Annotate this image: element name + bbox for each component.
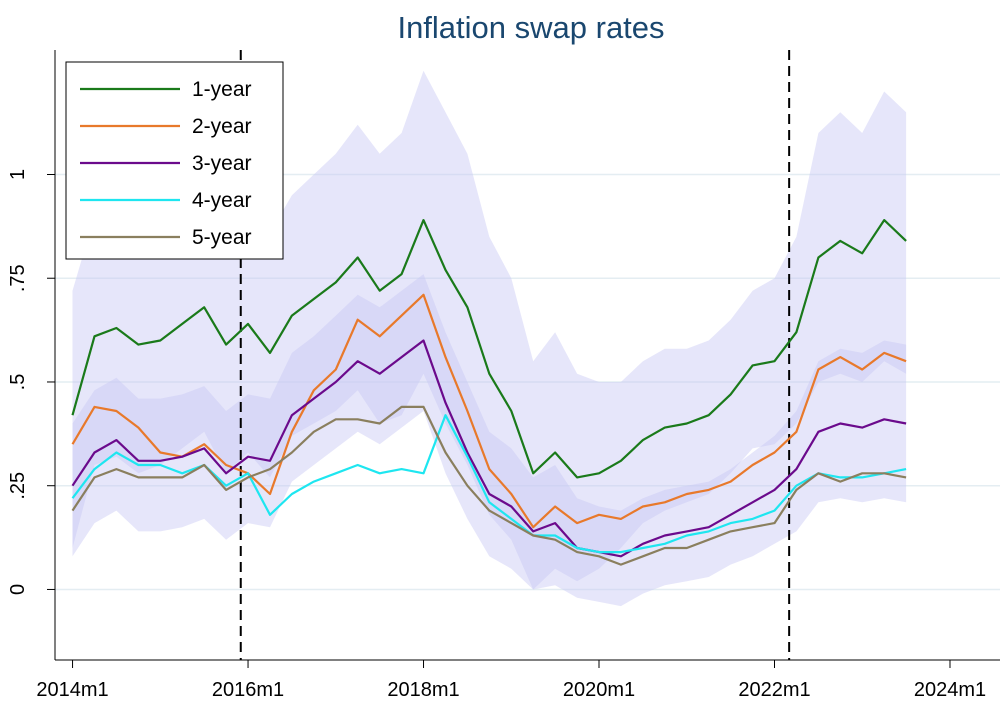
legend-label: 4-year bbox=[192, 189, 252, 212]
legend-label: 3-year bbox=[192, 152, 252, 175]
series-line bbox=[71, 219, 907, 479]
x-tick-label: 2022m1 bbox=[738, 679, 810, 701]
y-tick-label: .5 bbox=[7, 374, 29, 391]
confidence-band bbox=[72, 274, 907, 607]
series-line bbox=[71, 405, 907, 566]
chart-title: Inflation swap rates bbox=[397, 10, 664, 45]
series-line bbox=[71, 293, 907, 529]
legend-label: 5-year bbox=[192, 226, 252, 249]
x-tick-label: 2020m1 bbox=[563, 679, 635, 701]
legend-box bbox=[65, 61, 284, 260]
legend-label: 2-year bbox=[192, 115, 252, 138]
y-tick-label: 0 bbox=[7, 584, 29, 595]
x-tick-label: 2018m1 bbox=[387, 679, 459, 701]
y-tick-label: 1 bbox=[7, 169, 29, 180]
confidence-band bbox=[72, 70, 907, 590]
y-tick-label: .25 bbox=[7, 472, 29, 500]
x-tick-label: 2016m1 bbox=[212, 679, 284, 701]
y-tick-label: .75 bbox=[7, 264, 29, 292]
x-tick-label: 2024m1 bbox=[914, 679, 986, 701]
legend-label: 1-year bbox=[192, 78, 252, 101]
series-line bbox=[71, 339, 907, 558]
x-tick-label: 2014m1 bbox=[36, 679, 108, 701]
